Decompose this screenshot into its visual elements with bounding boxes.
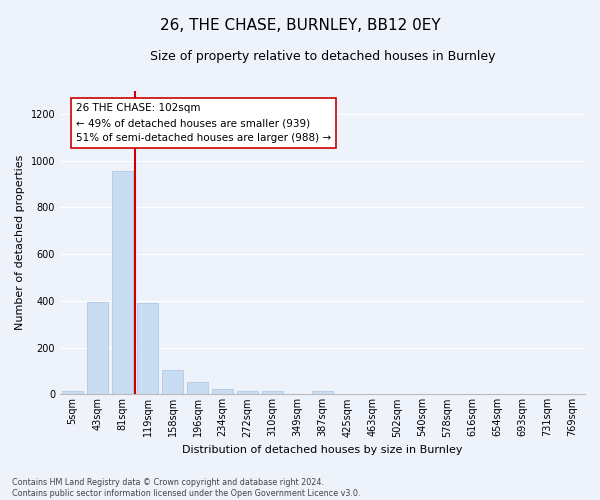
- Bar: [212, 388, 233, 394]
- X-axis label: Distribution of detached houses by size in Burnley: Distribution of detached houses by size …: [182, 445, 463, 455]
- Text: 26 THE CHASE: 102sqm
← 49% of detached houses are smaller (939)
51% of semi-deta: 26 THE CHASE: 102sqm ← 49% of detached h…: [76, 104, 331, 143]
- Bar: [237, 391, 258, 394]
- Bar: [312, 391, 333, 394]
- Text: 26, THE CHASE, BURNLEY, BB12 0EY: 26, THE CHASE, BURNLEY, BB12 0EY: [160, 18, 440, 32]
- Bar: [137, 303, 158, 394]
- Text: Contains HM Land Registry data © Crown copyright and database right 2024.
Contai: Contains HM Land Registry data © Crown c…: [12, 478, 361, 498]
- Bar: [262, 392, 283, 394]
- Bar: [162, 370, 183, 394]
- Title: Size of property relative to detached houses in Burnley: Size of property relative to detached ho…: [150, 50, 495, 63]
- Bar: [112, 171, 133, 394]
- Y-axis label: Number of detached properties: Number of detached properties: [15, 155, 25, 330]
- Bar: [187, 382, 208, 394]
- Bar: [87, 302, 108, 394]
- Bar: [62, 391, 83, 394]
